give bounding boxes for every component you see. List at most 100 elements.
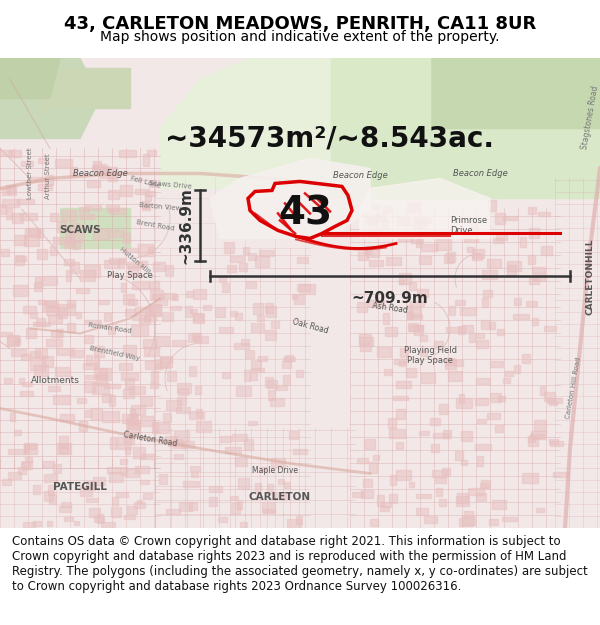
- Bar: [496, 233, 507, 240]
- Bar: [377, 347, 391, 356]
- Bar: [480, 483, 488, 488]
- Bar: [253, 302, 263, 314]
- Bar: [299, 284, 315, 294]
- Bar: [176, 408, 190, 412]
- Bar: [1, 332, 12, 336]
- Bar: [130, 409, 135, 417]
- Bar: [66, 269, 71, 281]
- Bar: [173, 442, 187, 448]
- Bar: [488, 200, 496, 211]
- Bar: [178, 383, 191, 393]
- Bar: [544, 326, 556, 331]
- Bar: [131, 325, 148, 336]
- Bar: [143, 339, 157, 348]
- Bar: [36, 318, 44, 326]
- Polygon shape: [0, 58, 100, 138]
- Bar: [144, 348, 159, 356]
- Bar: [298, 257, 308, 263]
- Bar: [26, 328, 37, 338]
- Text: CARLETONHILL: CARLETONHILL: [586, 239, 595, 316]
- Bar: [507, 261, 521, 271]
- Bar: [70, 167, 77, 176]
- Bar: [497, 329, 504, 335]
- Bar: [529, 208, 536, 214]
- Bar: [106, 205, 119, 211]
- Bar: [86, 481, 95, 489]
- Bar: [371, 204, 379, 209]
- Bar: [239, 263, 247, 271]
- Bar: [174, 431, 189, 441]
- Bar: [454, 360, 463, 366]
- Bar: [503, 378, 510, 383]
- Bar: [77, 398, 86, 402]
- Bar: [96, 374, 107, 385]
- Bar: [364, 439, 375, 449]
- Bar: [268, 389, 275, 400]
- Bar: [470, 225, 478, 230]
- Bar: [21, 462, 31, 469]
- Bar: [266, 306, 276, 317]
- Bar: [71, 223, 80, 230]
- Bar: [136, 466, 149, 472]
- Bar: [119, 184, 133, 196]
- Bar: [448, 253, 455, 261]
- Bar: [37, 229, 43, 238]
- Bar: [14, 430, 21, 435]
- Bar: [109, 191, 119, 199]
- Bar: [359, 338, 373, 346]
- Bar: [283, 357, 295, 361]
- Bar: [164, 293, 176, 299]
- Bar: [514, 298, 521, 305]
- Bar: [149, 181, 157, 187]
- Bar: [457, 493, 468, 503]
- Bar: [370, 260, 383, 266]
- Bar: [461, 460, 467, 465]
- Bar: [430, 418, 440, 425]
- Bar: [467, 247, 474, 252]
- Bar: [529, 256, 535, 264]
- Bar: [44, 491, 53, 501]
- Bar: [148, 306, 161, 315]
- Text: Primrose
Drive: Primrose Drive: [450, 216, 487, 236]
- Bar: [104, 261, 119, 268]
- Bar: [125, 448, 130, 454]
- Bar: [59, 444, 68, 453]
- Bar: [138, 261, 147, 266]
- Bar: [436, 489, 442, 496]
- Bar: [42, 276, 56, 284]
- Bar: [13, 284, 28, 296]
- Bar: [505, 371, 513, 376]
- Bar: [183, 481, 199, 488]
- Polygon shape: [0, 58, 60, 98]
- Bar: [393, 396, 408, 400]
- Bar: [59, 436, 68, 447]
- Bar: [490, 393, 501, 402]
- Bar: [86, 498, 98, 502]
- Bar: [271, 321, 278, 328]
- Bar: [143, 316, 156, 321]
- Bar: [112, 498, 118, 505]
- Bar: [79, 207, 89, 212]
- Bar: [33, 322, 50, 326]
- Text: Carleton Hill Road: Carleton Hill Road: [565, 357, 581, 419]
- Bar: [85, 410, 91, 416]
- Bar: [124, 346, 136, 355]
- Bar: [55, 159, 72, 168]
- Bar: [148, 151, 156, 156]
- Bar: [111, 507, 121, 517]
- Bar: [38, 300, 46, 304]
- Bar: [122, 414, 137, 422]
- Bar: [84, 206, 101, 210]
- Bar: [445, 359, 456, 369]
- Bar: [478, 419, 486, 423]
- Bar: [194, 336, 208, 343]
- Bar: [406, 368, 416, 377]
- Bar: [53, 464, 61, 472]
- Bar: [270, 398, 284, 406]
- Bar: [93, 476, 104, 484]
- Bar: [267, 380, 277, 388]
- Bar: [520, 237, 526, 247]
- Bar: [469, 216, 475, 222]
- Bar: [8, 472, 22, 479]
- Bar: [409, 282, 416, 290]
